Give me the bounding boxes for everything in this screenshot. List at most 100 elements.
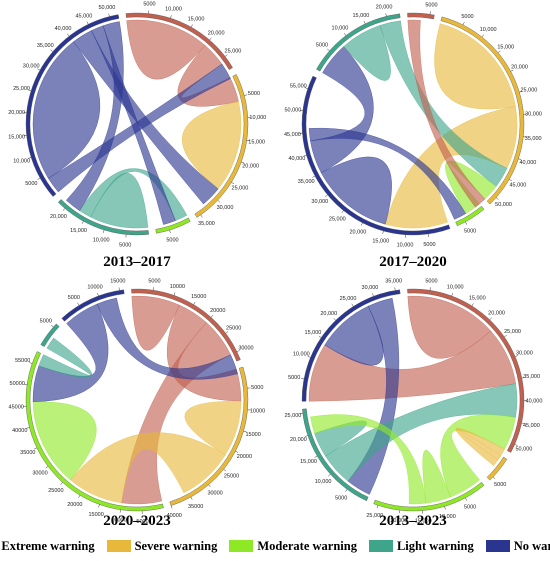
legend-item-no-warning: No warning — [485, 539, 550, 554]
tick-label: 5000 — [316, 42, 328, 48]
tick-label: 45,000 — [509, 182, 526, 188]
tick-label: 5000 — [494, 482, 506, 488]
tick-label: 10,000 — [332, 26, 349, 32]
tick-mark — [518, 158, 522, 160]
tick-mark — [223, 469, 227, 472]
tick-label: 5000 — [464, 229, 476, 235]
chord-ribbon — [310, 414, 427, 505]
tick-mark — [78, 495, 81, 498]
chord-ribbon — [379, 20, 508, 187]
tick-label: 50,000 — [495, 202, 512, 208]
tick-label: 20,000 — [390, 518, 407, 524]
tick-label: 5000 — [148, 278, 160, 284]
tick-label: 5000 — [335, 495, 347, 501]
chord-ribbon — [32, 41, 101, 179]
tick-mark — [225, 331, 229, 334]
tick-mark — [28, 157, 32, 159]
tick-label: 40000 — [12, 428, 27, 434]
tick-mark — [243, 430, 247, 433]
tick-mark — [200, 214, 203, 218]
legend-label: Moderate warning — [257, 538, 357, 553]
tick-label: 5000 — [68, 295, 80, 301]
legend-item-severe-warning: Severe warning — [106, 539, 217, 554]
chord-ribbon — [422, 449, 451, 504]
tick-label: 40,000 — [526, 399, 543, 405]
tick-label: 30,000 — [311, 199, 328, 205]
tick-mark — [190, 24, 193, 28]
tick-label: 5000 — [464, 505, 476, 511]
tick-mark — [60, 482, 63, 485]
group-arc — [301, 75, 451, 236]
group-arc — [407, 12, 435, 20]
tick-label: 35,000 — [37, 43, 54, 49]
group-arc — [316, 13, 401, 72]
chord-ribbon — [385, 106, 518, 229]
tick-mark — [519, 91, 523, 93]
tick-label: 50000 — [10, 381, 25, 387]
tick-mark — [382, 230, 384, 234]
legend-swatch — [368, 540, 393, 552]
tick-label: 10,000 — [249, 115, 266, 121]
tick-mark — [318, 335, 322, 338]
tick-mark — [102, 229, 105, 233]
tick-mark — [345, 489, 348, 492]
panel-title: 2017–2020 — [379, 254, 447, 270]
legend-label: Light warning — [396, 538, 474, 553]
tick-label: 20000 — [67, 502, 82, 508]
tick-label: 15000 — [191, 294, 206, 300]
tick-label: 15,000 — [372, 239, 389, 245]
tick-label: 10,000 — [165, 7, 182, 13]
tick-label: 15,000 — [300, 459, 317, 465]
tick-mark — [37, 68, 41, 71]
tick-label: 15,000 — [497, 44, 514, 50]
tick-mark — [515, 355, 519, 357]
tick-label: 50,000 — [98, 5, 115, 11]
tick-label: 25,000 — [340, 296, 357, 302]
legend-item-light-warning: Light warning — [368, 538, 474, 554]
tick-label: 15,000 — [8, 134, 25, 140]
group-arc — [302, 408, 369, 502]
tick-mark — [244, 94, 248, 96]
legend: Extreme warning Severe warning Moderate … — [0, 535, 550, 557]
tick-label: 15,000 — [352, 13, 369, 19]
tick-mark — [235, 450, 239, 453]
tick-label: 10000 — [111, 518, 126, 524]
tick-label: 30000 — [207, 490, 222, 496]
tick-label: 10,000 — [293, 352, 310, 358]
tick-mark — [510, 69, 514, 72]
tick-mark — [210, 314, 214, 318]
tick-label: 25,000 — [366, 513, 383, 519]
tick-label: 10000 — [87, 285, 102, 291]
group-arc — [40, 323, 60, 347]
tick-mark — [29, 362, 33, 364]
chord-ribbon — [126, 19, 206, 80]
tick-label: 10000 — [170, 284, 185, 290]
legend-item-moderate-warning: Moderate warning — [229, 539, 357, 554]
tick-mark — [304, 435, 308, 437]
tick-mark — [514, 444, 518, 446]
tick-label: 20,000 — [290, 437, 307, 443]
tick-mark — [173, 292, 176, 296]
chord-ribbon — [70, 432, 226, 504]
tick-mark — [333, 318, 336, 321]
tick-label: 40,000 — [55, 26, 72, 32]
tick-label: 15,000 — [70, 228, 87, 234]
tick-label: 15,000 — [305, 330, 322, 336]
panel-title: 2020–2023 — [103, 513, 171, 529]
tick-mark — [77, 302, 80, 306]
chord-ribbon — [308, 127, 467, 220]
group-arc — [131, 288, 241, 362]
panel-title: 2013–2023 — [379, 513, 447, 529]
tick-label: 15,000 — [469, 295, 486, 301]
chord-ribbon — [407, 19, 486, 208]
chord-ribbon — [131, 295, 180, 351]
tick-label: 5000 — [143, 2, 155, 8]
tick-mark — [301, 378, 305, 380]
tick-label: 35,000 — [198, 221, 215, 227]
tick-label: 20,000 — [376, 5, 393, 11]
tick-mark — [86, 21, 89, 25]
chord-ribbon — [38, 337, 93, 379]
tick-label: 25,000 — [284, 413, 301, 419]
tick-mark — [236, 350, 240, 352]
group-arc — [301, 289, 401, 402]
